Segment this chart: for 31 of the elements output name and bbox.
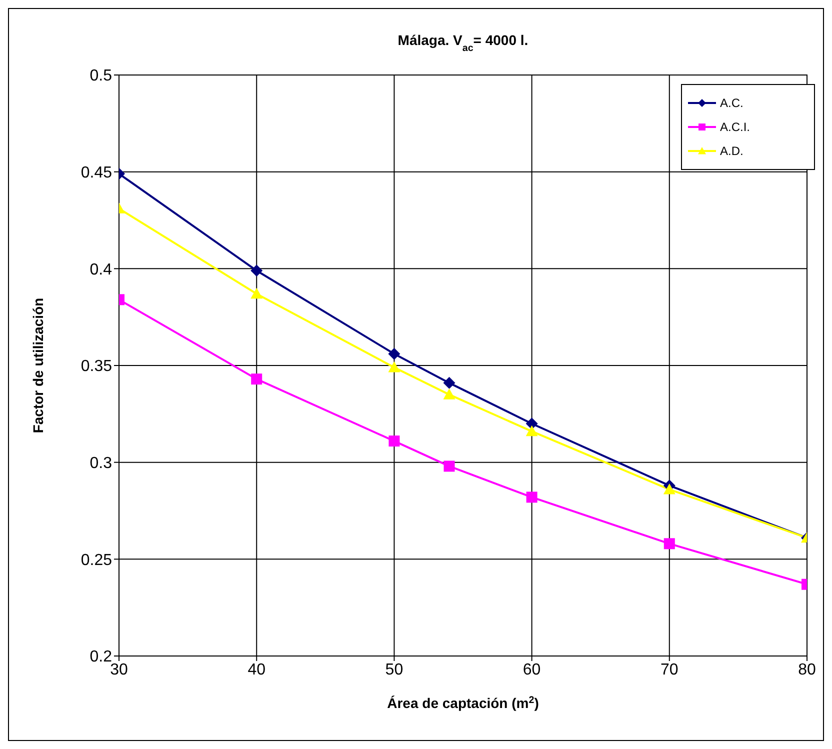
point [444, 460, 455, 472]
y-tick-label: 0.2 [90, 648, 112, 666]
legend-label: A.C.I. [720, 120, 750, 134]
chart-title: Málaga. V$_{ac}$= 4000 l. [398, 32, 528, 54]
y-tick-label: 0.35 [80, 358, 112, 376]
point [526, 492, 538, 503]
x-axis-title: Área de captación (m$^{2}$) [387, 694, 539, 711]
y-tick-label: 0.25 [80, 552, 112, 569]
x-tick-label: 80 [798, 661, 816, 678]
x-tick-label: 30 [110, 661, 128, 678]
x-tick-label: 50 [385, 661, 404, 678]
point [443, 388, 456, 400]
point [388, 436, 400, 447]
point [250, 288, 263, 299]
legend-label: A.C. [720, 96, 744, 110]
x-tick-label: 40 [248, 661, 266, 678]
y-tick-label: 0.45 [80, 164, 112, 182]
point [443, 376, 456, 389]
point [388, 348, 400, 360]
point [526, 418, 538, 430]
x-tick-label: 70 [660, 661, 678, 678]
point [388, 361, 400, 372]
y-axis-title: Factor de utilización [30, 298, 46, 434]
point [251, 374, 262, 385]
y-tick-label: 0.3 [90, 455, 112, 472]
y-tick-label: 0.4 [90, 261, 112, 278]
point [250, 264, 263, 277]
y-tick-label: 0.5 [90, 68, 112, 85]
point [526, 425, 538, 436]
legend-label: A.D. [720, 144, 744, 158]
x-tick-label: 60 [522, 661, 541, 678]
